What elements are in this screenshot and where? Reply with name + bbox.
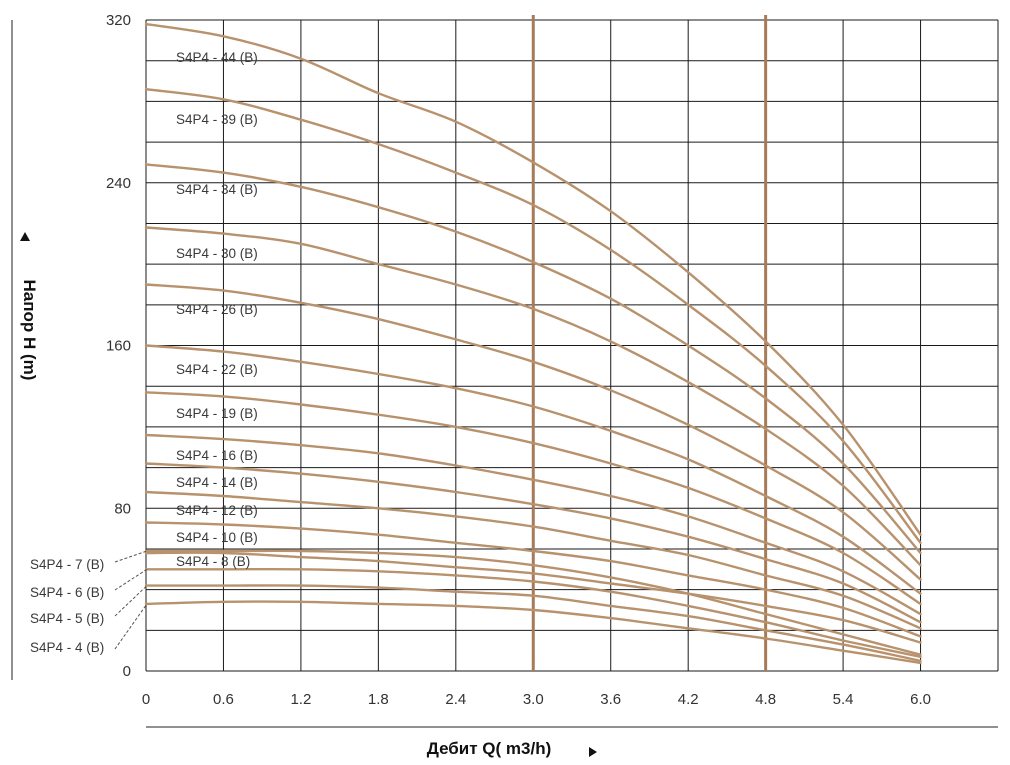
- x-tick-label: 4.2: [678, 691, 699, 708]
- series-curve: [144, 344, 922, 595]
- series-curve: [144, 226, 922, 567]
- series-curve: [144, 521, 922, 638]
- x-tick-label: 4.8: [755, 691, 776, 708]
- series-label: S4P4 - 39 (B): [176, 112, 258, 127]
- series-label: S4P4 - 19 (B): [176, 406, 258, 421]
- series-curve: [144, 462, 922, 624]
- series-curve: [144, 567, 922, 658]
- x-tick-label: 1.2: [290, 691, 311, 708]
- y-axis-title: Напор H (m): [20, 280, 39, 381]
- series-label: S4P4 - 26 (B): [176, 302, 258, 317]
- series-curve: [144, 600, 922, 665]
- highlight-lines: [531, 15, 768, 671]
- series-label: S4P4 - 10 (B): [176, 530, 258, 545]
- series-curve: [144, 163, 922, 555]
- series-curve: [144, 490, 922, 630]
- series-label: S4P4 - 34 (B): [176, 182, 258, 197]
- y-axis-arrow-icon: [20, 232, 30, 241]
- label-leader-line: [114, 603, 148, 650]
- grid: [145, 19, 999, 672]
- series-curve: [144, 549, 922, 656]
- y-tick-label: 240: [106, 175, 131, 192]
- label-leader-line: [114, 568, 148, 591]
- x-tick-label: 2.4: [445, 691, 466, 708]
- series-curve: [144, 88, 922, 544]
- series-label: S4P4 - 14 (B): [176, 475, 258, 490]
- x-axis-title: Дебит Q( m3/h): [427, 739, 552, 758]
- series-curve: [144, 22, 922, 536]
- series-label: S4P4 - 16 (B): [176, 448, 258, 463]
- series-curve: [144, 551, 922, 644]
- series-label: S4P4 - 22 (B): [176, 362, 258, 377]
- y-tick-label: 0: [123, 663, 131, 680]
- x-tick-label: 1.8: [368, 691, 389, 708]
- series-curve: [144, 391, 922, 606]
- series-label: S4P4 - 30 (B): [176, 246, 258, 261]
- x-tick-label: 0: [142, 691, 150, 708]
- y-tick-label: 80: [114, 500, 131, 517]
- label-leader-line: [114, 585, 148, 617]
- series-label: S4P4 - 12 (B): [176, 503, 258, 518]
- series-label: S4P4 - 5 (B): [30, 611, 104, 626]
- series-labels: S4P4 - 44 (B) S4P4 - 39 (B) S4P4 - 34 (B) S…: [30, 50, 258, 655]
- y-tick-label: 320: [106, 12, 131, 29]
- x-axis-arrow-icon: [589, 747, 597, 757]
- series-label: S4P4 - 6 (B): [30, 585, 104, 600]
- axis-ticks: 0 80 160 240 320 0 0.6 1.2 1.8 2.4 3.0 3.6 4.2 4.8 5.4…: [106, 12, 931, 708]
- x-tick-label: 3.0: [523, 691, 544, 708]
- series-label: S4P4 - 8 (B): [176, 554, 250, 569]
- x-tick-label: 5.4: [833, 691, 854, 708]
- series-label: S4P4 - 4 (B): [30, 640, 104, 655]
- series-curve: [144, 584, 922, 662]
- series-curve: [144, 433, 922, 616]
- performance-curves: [144, 22, 922, 665]
- x-tick-label: 6.0: [910, 691, 931, 708]
- x-tick-label: 0.6: [213, 691, 234, 708]
- x-tick-label: 3.6: [600, 691, 621, 708]
- series-curve: [144, 283, 922, 581]
- label-leader-line: [114, 550, 148, 563]
- series-label: S4P4 - 7 (B): [30, 557, 104, 572]
- series-label: S4P4 - 44 (B): [176, 50, 258, 65]
- y-tick-label: 160: [106, 338, 131, 355]
